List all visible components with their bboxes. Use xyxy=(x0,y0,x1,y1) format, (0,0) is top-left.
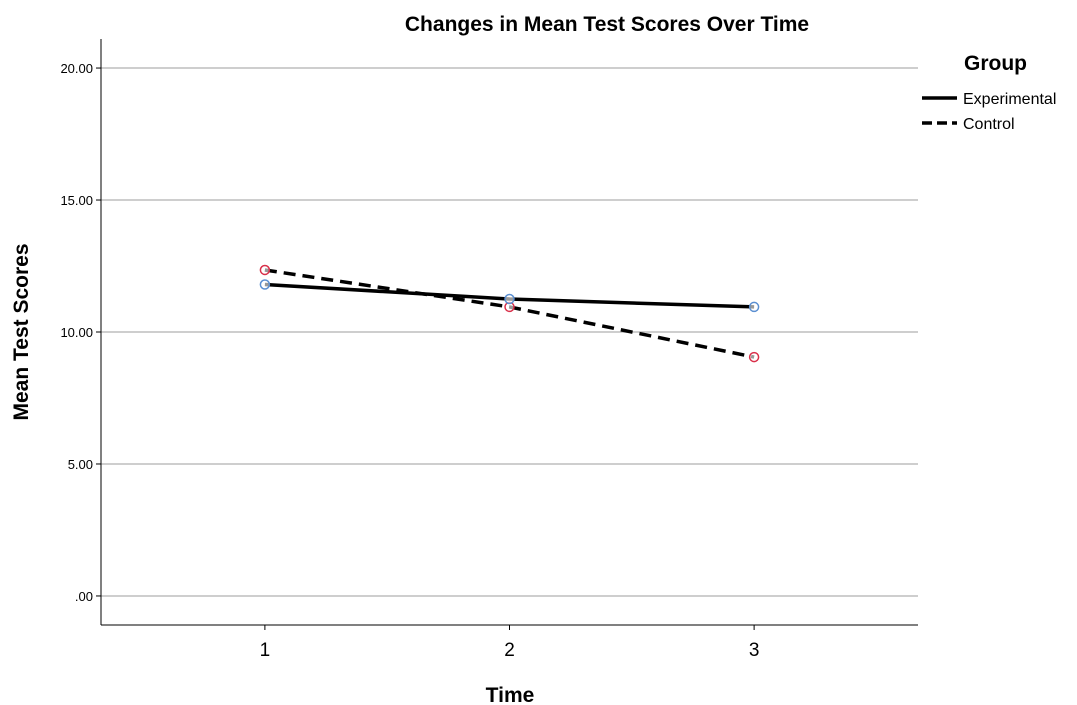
point-control xyxy=(259,264,271,276)
point-experimental xyxy=(259,279,271,290)
x-tick-label: 2 xyxy=(504,640,515,661)
x-tick-label: 1 xyxy=(260,640,271,661)
legend-label-experimental: Experimental xyxy=(963,91,1056,108)
gridlines xyxy=(101,67,918,597)
series-lines xyxy=(264,268,755,359)
y-tick-label: 20.00 xyxy=(60,61,93,76)
series-markers xyxy=(259,264,760,363)
series-line-control xyxy=(264,268,755,359)
y-tick-labels: .00 5.00 10.00 15.00 20.00 xyxy=(60,61,93,604)
x-tick-label: 3 xyxy=(749,640,760,661)
legend-label-control: Control xyxy=(963,116,1015,133)
legend-title: Group xyxy=(964,52,1027,75)
y-tick-label: 10.00 xyxy=(60,325,93,340)
x-axis-title: Time xyxy=(486,684,535,705)
point-control xyxy=(748,351,760,363)
y-tick-label: 5.00 xyxy=(68,457,93,472)
axes xyxy=(96,39,918,630)
y-axis-title: Mean Test Scores xyxy=(10,243,33,420)
legend-items: Experimental Control xyxy=(922,91,1056,133)
x-tick-labels: 1 2 3 xyxy=(260,640,760,661)
legend: Group Experimental Control xyxy=(922,52,1056,133)
point-experimental xyxy=(504,293,515,305)
chart-title: Changes in Mean Test Scores Over Time xyxy=(405,13,809,36)
point-experimental xyxy=(748,301,760,313)
y-tick-label: 15.00 xyxy=(60,193,93,208)
y-tick-label: .00 xyxy=(75,589,93,604)
